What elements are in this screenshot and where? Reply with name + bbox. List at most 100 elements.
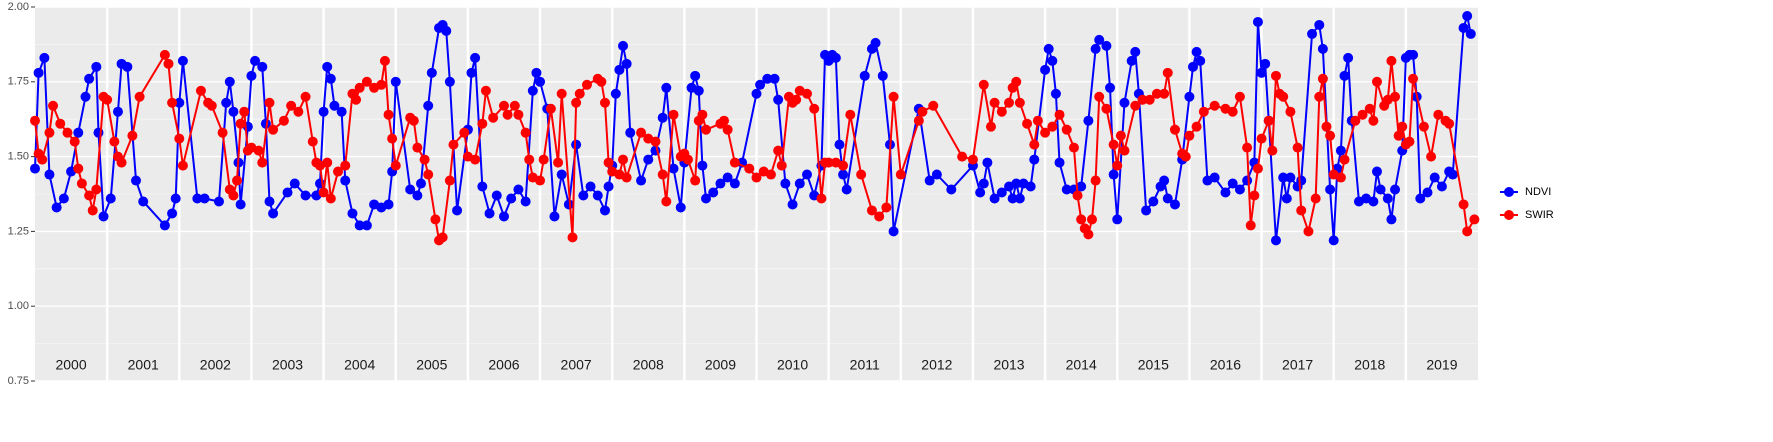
data-point [1159, 175, 1170, 186]
data-point [1418, 121, 1429, 132]
year-label: 2017 [1282, 357, 1313, 373]
year-label: 2012 [921, 357, 952, 373]
data-point [325, 73, 336, 84]
legend-label: SWIR [1525, 209, 1554, 221]
data-point [946, 184, 957, 195]
data-point [574, 88, 585, 99]
data-point [177, 55, 188, 66]
data-point [1263, 115, 1274, 126]
data-point [802, 88, 813, 99]
data-point [1465, 28, 1476, 39]
y-tick-label: 1.50 [8, 151, 29, 163]
data-point [1148, 196, 1159, 207]
data-point [76, 178, 87, 189]
year-label: 2008 [633, 357, 664, 373]
data-point [361, 220, 372, 231]
data-point [913, 115, 924, 126]
data-point [1285, 172, 1296, 183]
year-label: 2010 [777, 357, 808, 373]
data-point [1397, 121, 1408, 132]
data-point [1426, 151, 1437, 162]
data-point [1335, 172, 1346, 183]
data-point [567, 232, 578, 243]
data-point [1115, 130, 1126, 141]
data-point [112, 106, 123, 117]
data-point [37, 154, 48, 165]
data-point [1040, 64, 1051, 75]
data-point [1130, 100, 1141, 111]
data-point [1090, 175, 1101, 186]
data-point [91, 184, 102, 195]
data-point [791, 94, 802, 105]
data-point [780, 178, 791, 189]
data-point [1339, 154, 1350, 165]
data-point [1162, 193, 1173, 204]
data-point [1227, 178, 1238, 189]
data-point [1408, 49, 1419, 60]
data-point [1032, 115, 1043, 126]
data-point [1047, 121, 1058, 132]
data-point [773, 94, 784, 105]
data-point [48, 100, 59, 111]
data-point [769, 73, 780, 84]
data-point [268, 124, 279, 135]
data-point [661, 196, 672, 207]
data-point [1436, 181, 1447, 192]
data-point [1007, 193, 1018, 204]
data-point [578, 190, 589, 201]
data-point [491, 190, 502, 201]
data-point [610, 88, 621, 99]
data-point [1188, 61, 1199, 72]
data-point [618, 40, 629, 51]
series [30, 49, 1480, 246]
data-point [109, 136, 120, 147]
data-point [39, 52, 50, 63]
data-point [1191, 121, 1202, 132]
data-point [232, 175, 243, 186]
data-point [408, 115, 419, 126]
legend-marker [1504, 187, 1514, 197]
data-point [1393, 130, 1404, 141]
data-point [69, 136, 80, 147]
data-point [1458, 22, 1469, 33]
year-label: 2000 [55, 357, 86, 373]
data-point [895, 169, 906, 180]
data-point [1151, 88, 1162, 99]
data-point [603, 157, 614, 168]
data-point [1234, 91, 1245, 102]
data-point [571, 97, 582, 108]
data-point [376, 79, 387, 90]
data-point [509, 100, 520, 111]
data-point [1458, 199, 1469, 210]
data-point [978, 178, 989, 189]
data-point [1068, 142, 1079, 153]
data-point [361, 76, 372, 87]
data-point [1433, 109, 1444, 120]
data-point [881, 202, 892, 213]
data-point [596, 76, 607, 87]
data-point [412, 142, 423, 153]
data-point [1040, 127, 1051, 138]
data-point [437, 232, 448, 243]
data-point [693, 85, 704, 96]
data-point [830, 52, 841, 63]
data-point [1108, 139, 1119, 150]
data-point [1011, 178, 1022, 189]
data-point [260, 118, 271, 129]
data-point [700, 124, 711, 135]
data-point [614, 64, 625, 75]
data-point [163, 58, 174, 69]
data-point [1011, 76, 1022, 87]
data-point [715, 178, 726, 189]
data-point [1141, 205, 1152, 216]
data-point [535, 175, 546, 186]
data-point [1371, 166, 1382, 177]
data-point [816, 193, 827, 204]
data-point [1335, 145, 1346, 156]
data-point [498, 211, 509, 222]
y-tick-label: 2.00 [8, 1, 29, 13]
data-point [520, 196, 531, 207]
data-point [957, 151, 968, 162]
data-point [354, 220, 365, 231]
data-point [982, 157, 993, 168]
